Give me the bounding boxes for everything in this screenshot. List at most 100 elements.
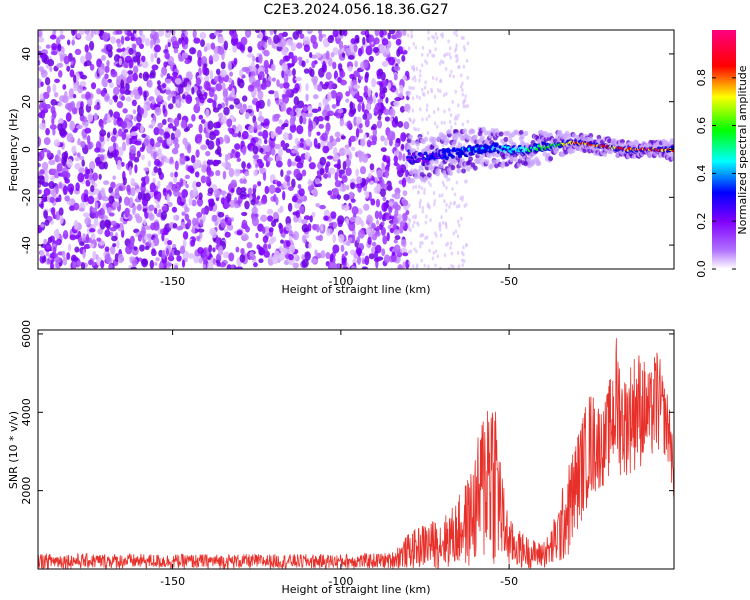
noise-mark [315,202,320,208]
noise-mark [66,39,71,46]
noise-mark [327,57,333,67]
noise-mark [241,223,249,230]
noise-mark [423,187,426,192]
noise-mark [185,184,189,189]
noise-mark [165,248,170,257]
noise-mark [439,89,442,94]
noise-mark [442,93,446,98]
noise-mark [94,201,99,210]
noise-mark [258,247,266,256]
noise-mark [152,114,157,122]
noise-mark [374,102,382,111]
noise-mark [292,55,298,64]
noise-mark [208,87,215,98]
noise-mark [402,261,406,269]
noise-mark [50,51,58,56]
noise-mark [130,131,138,136]
noise-mark [72,85,79,92]
noise-mark [429,218,432,223]
noise-mark [156,57,161,65]
ridge-halo [602,151,608,157]
noise-mark [464,94,467,99]
noise-mark [268,238,275,245]
ridge-halo [520,133,525,140]
noise-mark [242,145,247,156]
noise-mark [304,151,311,161]
noise-mark [429,183,432,188]
noise-mark [97,209,103,217]
noise-mark [226,193,232,202]
noise-mark [454,121,457,126]
noise-mark [400,248,408,254]
noise-mark [58,128,66,137]
ridge-halo [435,171,441,177]
noise-mark [175,99,180,106]
noise-mark [418,96,421,101]
noise-mark [407,175,410,180]
noise-mark [125,136,130,146]
noise-mark [244,30,252,38]
noise-mark [318,33,323,42]
noise-mark [160,72,164,78]
noise-mark [250,137,256,147]
noise-mark [266,157,274,162]
noise-mark [230,188,235,193]
noise-mark [158,208,162,216]
noise-mark [285,216,292,226]
noise-mark [419,69,422,74]
noise-mark [365,191,370,199]
noise-mark [421,209,424,214]
noise-mark [40,200,44,210]
noise-mark [250,199,256,206]
ridge-halo [478,155,484,161]
noise-mark [415,66,419,71]
noise-mark [280,104,287,112]
noise-mark [38,150,45,160]
noise-mark [129,235,135,245]
colorbar-tick-label: 0.6 [695,117,708,135]
noise-mark [215,137,221,147]
noise-mark [184,174,191,180]
noise-mark [151,120,156,127]
noise-mark [290,42,297,52]
noise-mark [92,188,100,195]
noise-mark [304,251,311,261]
noise-mark [139,244,145,252]
noise-mark [110,181,116,189]
noise-mark [58,70,63,78]
noise-mark [79,241,85,246]
noise-mark [216,261,222,267]
noise-mark [414,45,418,50]
noise-mark [466,75,469,80]
noise-mark [280,38,287,48]
noise-mark [393,201,399,209]
noise-mark [61,250,66,259]
noise-mark [448,119,452,124]
noise-mark [426,103,429,108]
noise-mark [331,104,337,109]
noise-mark [452,264,455,269]
noise-mark [372,94,377,104]
noise-mark [332,187,339,195]
noise-mark [50,189,58,197]
noise-mark [158,30,165,37]
noise-mark [434,47,437,52]
noise-mark [114,253,119,262]
noise-mark [144,38,150,47]
noise-mark [421,52,424,57]
ridge-halo [470,128,476,135]
noise-mark [330,52,335,58]
noise-mark [275,196,279,206]
noise-mark [322,173,329,179]
noise-mark [383,108,390,116]
noise-mark [376,72,382,80]
noise-mark [137,191,142,201]
noise-mark [452,74,455,79]
spectrogram-x-label: Height of straight line (km) [281,283,430,296]
noise-mark [174,129,181,138]
noise-mark [156,95,164,103]
noise-mark [43,188,51,196]
noise-mark [198,123,203,134]
noise-mark [262,235,269,244]
noise-mark [143,91,147,102]
